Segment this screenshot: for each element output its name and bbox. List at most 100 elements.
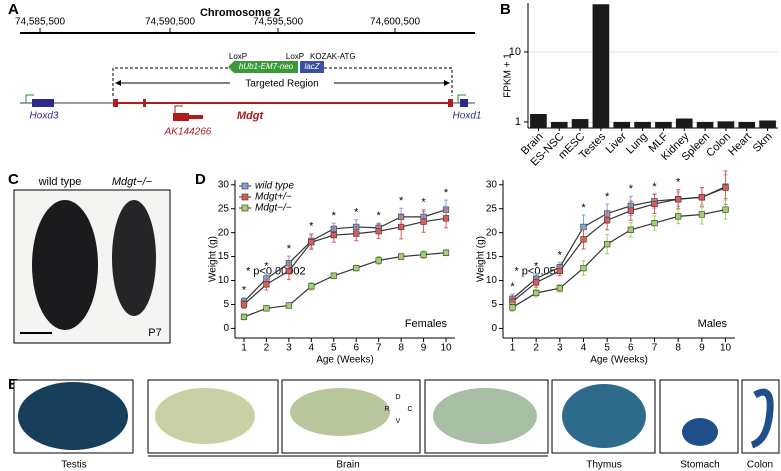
panel-c: C wild type Mdgt−/− P7 xyxy=(8,171,171,344)
data-point xyxy=(420,251,427,258)
legend-marker xyxy=(241,182,249,190)
significance-mark: * xyxy=(377,210,382,222)
x-tick-label: 6 xyxy=(628,343,634,354)
x-tick-label: Heart xyxy=(726,131,754,159)
stomach-image xyxy=(682,418,718,446)
y-tick-label: 20 xyxy=(486,227,498,238)
significance-mark: * xyxy=(264,261,269,273)
data-point xyxy=(722,206,729,213)
y-tick-label: 1 xyxy=(515,116,521,128)
legend-label: Mdgt+/− xyxy=(255,192,292,203)
data-point xyxy=(353,264,360,272)
hoxd1-gene xyxy=(460,99,468,107)
y-tick-label: 10 xyxy=(509,46,521,58)
x-axis-title: Age (Weeks) xyxy=(316,355,374,366)
legend-label: wild type xyxy=(255,181,294,192)
data-point xyxy=(240,301,248,308)
series-line xyxy=(243,209,447,303)
bar xyxy=(613,121,631,128)
mouse-ko xyxy=(112,200,156,316)
data-point xyxy=(420,218,427,225)
thymus-image xyxy=(562,384,646,448)
data-point xyxy=(533,289,540,297)
bar xyxy=(717,121,735,128)
coord-label: 74,595,500 xyxy=(253,17,303,28)
x-tick-label: 9 xyxy=(421,343,427,354)
bar xyxy=(738,121,756,128)
data-point xyxy=(398,223,405,231)
significance-mark: * xyxy=(534,261,539,273)
brain-image xyxy=(155,388,255,444)
data-point xyxy=(285,302,292,309)
panel-label: B xyxy=(500,1,511,18)
panel-e: E D V R C Testis Brain Thymus Stomach Co… xyxy=(8,376,780,471)
x-tick-label: 4 xyxy=(309,343,315,354)
y-tick-label: 15 xyxy=(486,251,498,262)
significance-mark: * xyxy=(287,243,292,255)
genotype-label: wild type xyxy=(38,176,82,188)
significance-mark: * xyxy=(510,281,515,293)
significance-mark: * xyxy=(242,285,247,297)
legend-marker xyxy=(241,193,249,201)
y-axis-title: Weight (g) xyxy=(208,236,219,282)
bar xyxy=(571,119,589,128)
panel-label: E xyxy=(8,376,18,393)
brain-image xyxy=(290,388,390,436)
series-line xyxy=(512,187,726,303)
chart-title: Males xyxy=(698,318,728,330)
y-tick-label: 10 xyxy=(218,275,230,286)
panel-label: D xyxy=(195,171,206,188)
data-point xyxy=(698,194,705,201)
y-tick-label: 25 xyxy=(218,203,230,214)
y-tick-label: 30 xyxy=(218,179,230,190)
significance-mark: * xyxy=(309,221,314,233)
orientation-label: R xyxy=(384,406,389,413)
y-axis-title: FPKM + 1 xyxy=(503,53,514,98)
x-tick-label: 5 xyxy=(604,343,610,354)
data-point xyxy=(285,267,292,275)
significance-mark: * xyxy=(605,191,610,203)
data-point xyxy=(675,196,682,203)
data-point xyxy=(442,249,450,256)
significance-mark: * xyxy=(399,195,404,207)
orientation-label: V xyxy=(396,418,401,425)
panel-label: C xyxy=(8,171,19,188)
significance-mark: * xyxy=(332,210,337,222)
data-point xyxy=(580,223,587,231)
ak144266-gene xyxy=(173,113,189,121)
data-point xyxy=(580,236,587,243)
x-tick-label: 2 xyxy=(264,343,270,354)
bar xyxy=(696,121,714,128)
bar xyxy=(634,121,651,128)
series-line xyxy=(512,209,726,308)
data-point xyxy=(722,184,729,191)
gene-label: Hoxd3 xyxy=(30,111,59,122)
lacz-box xyxy=(300,61,324,73)
genotype-label: Mdgt−/− xyxy=(112,176,153,188)
bar xyxy=(592,4,610,128)
significance-mark: * xyxy=(354,207,359,219)
data-point xyxy=(651,200,658,208)
chromosome-title: Chromosome 2 xyxy=(200,7,280,19)
tissue-label: Testis xyxy=(61,460,87,471)
exon xyxy=(113,99,118,107)
tissue-label: Stomach xyxy=(680,460,719,471)
significance-mark: * xyxy=(421,197,426,209)
tissue-label: Thymus xyxy=(586,460,622,471)
x-axis-title: Age (Weeks) xyxy=(590,355,648,366)
x-tick-label: Lung xyxy=(624,131,650,157)
loxp: LoxP xyxy=(286,52,304,61)
data-point xyxy=(675,213,682,220)
orientation-label: D xyxy=(395,394,400,401)
neo-cassette xyxy=(228,61,298,73)
data-point xyxy=(308,283,315,290)
x-tick-label: 5 xyxy=(331,343,337,354)
x-tick-label: 4 xyxy=(581,343,587,354)
series-line xyxy=(512,186,726,300)
targeted-label: Targeted Region xyxy=(245,79,318,90)
legend-marker xyxy=(241,204,249,212)
x-tick-label: Skm xyxy=(751,131,775,155)
x-tick-label: Colon xyxy=(704,131,733,160)
gene-label: Hoxd1 xyxy=(453,111,482,122)
panel-label: A xyxy=(8,1,19,18)
